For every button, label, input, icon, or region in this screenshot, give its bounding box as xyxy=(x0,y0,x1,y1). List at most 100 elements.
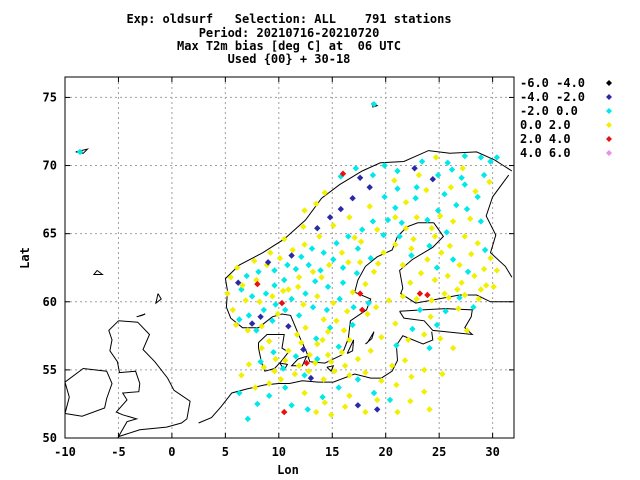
station-point xyxy=(481,246,489,254)
station-point xyxy=(392,214,399,221)
station-point xyxy=(471,272,478,280)
station-point xyxy=(378,334,385,341)
station-point xyxy=(453,201,460,209)
station-point xyxy=(415,171,423,179)
x-tick-label: 10 xyxy=(272,445,286,459)
x-tick-label: 5 xyxy=(222,445,229,459)
station-point xyxy=(490,283,497,290)
station-point xyxy=(328,411,335,418)
station-point xyxy=(357,238,365,245)
station-point xyxy=(252,384,259,391)
station-point xyxy=(313,408,320,416)
station-point xyxy=(266,380,273,387)
station-point xyxy=(340,327,348,334)
station-point xyxy=(270,349,277,356)
station-point xyxy=(441,290,448,297)
station-point xyxy=(369,218,377,225)
station-point xyxy=(285,323,292,330)
station-point xyxy=(447,184,455,191)
station-point xyxy=(245,312,253,319)
station-point xyxy=(408,373,415,380)
legend-marker xyxy=(606,108,612,114)
legend-label: -4.0 -2.0 xyxy=(520,90,585,104)
station-point xyxy=(266,392,273,399)
station-point xyxy=(345,259,352,266)
y-axis-label: Lat xyxy=(18,247,32,269)
station-point xyxy=(292,353,300,360)
title-line-4: Used {00} + 30-18 xyxy=(228,52,351,66)
station-point xyxy=(333,240,340,247)
station-point xyxy=(433,321,441,329)
station-point xyxy=(243,272,250,280)
legend-label: 2.0 4.0 xyxy=(520,132,571,146)
station-point xyxy=(331,368,338,375)
station-point xyxy=(392,320,399,327)
station-point xyxy=(353,270,361,277)
station-point xyxy=(341,362,349,369)
station-point xyxy=(257,358,264,365)
station-point xyxy=(277,376,285,383)
station-point xyxy=(278,299,286,307)
station-point xyxy=(362,280,369,288)
station-point xyxy=(251,257,258,265)
legend-label: -6.0 -4.0 xyxy=(520,76,585,90)
station-point xyxy=(405,336,412,344)
station-point xyxy=(349,195,356,202)
station-point xyxy=(443,229,450,236)
station-point xyxy=(298,253,305,260)
station-point xyxy=(319,336,326,344)
station-point xyxy=(455,305,462,312)
station-point xyxy=(292,265,300,273)
station-point xyxy=(330,222,337,229)
station-point xyxy=(313,335,320,342)
station-point xyxy=(427,313,434,320)
station-point xyxy=(366,203,373,210)
station-point xyxy=(242,297,249,304)
station-point xyxy=(461,152,468,160)
station-point xyxy=(369,171,377,179)
station-point xyxy=(253,327,260,334)
station-point xyxy=(486,178,493,186)
station-point xyxy=(493,267,501,274)
station-point xyxy=(293,331,301,338)
station-point xyxy=(421,366,428,374)
station-point xyxy=(409,325,416,333)
x-tick-label: 25 xyxy=(432,445,446,459)
station-point xyxy=(282,306,289,314)
station-point xyxy=(456,294,463,301)
station-point xyxy=(351,234,358,241)
coastline-segment xyxy=(136,313,146,318)
station-point xyxy=(344,308,351,315)
station-point xyxy=(375,260,382,267)
station-point xyxy=(256,298,263,305)
station-point xyxy=(396,233,403,240)
station-point xyxy=(385,297,393,304)
station-point xyxy=(284,261,291,269)
station-point xyxy=(232,321,240,329)
x-tick-label: -10 xyxy=(54,445,76,459)
station-point xyxy=(424,216,431,224)
station-point xyxy=(248,293,256,300)
station-point xyxy=(374,226,381,233)
x-tick-label: -5 xyxy=(111,445,125,459)
station-point xyxy=(398,219,405,226)
station-point xyxy=(294,283,302,290)
station-point xyxy=(432,154,440,161)
station-point xyxy=(235,279,242,286)
station-point xyxy=(463,205,471,213)
station-point xyxy=(346,392,353,399)
station-point xyxy=(356,174,364,181)
station-point xyxy=(470,304,477,311)
station-point xyxy=(434,207,442,214)
station-point xyxy=(337,205,344,213)
station-point xyxy=(366,184,373,191)
station-point xyxy=(449,344,457,352)
station-point xyxy=(428,225,435,232)
station-point xyxy=(477,286,485,293)
station-point xyxy=(324,283,332,290)
station-point xyxy=(381,193,388,201)
station-point xyxy=(483,282,490,289)
station-point xyxy=(302,324,309,331)
station-point xyxy=(356,290,364,297)
station-point xyxy=(281,408,288,416)
